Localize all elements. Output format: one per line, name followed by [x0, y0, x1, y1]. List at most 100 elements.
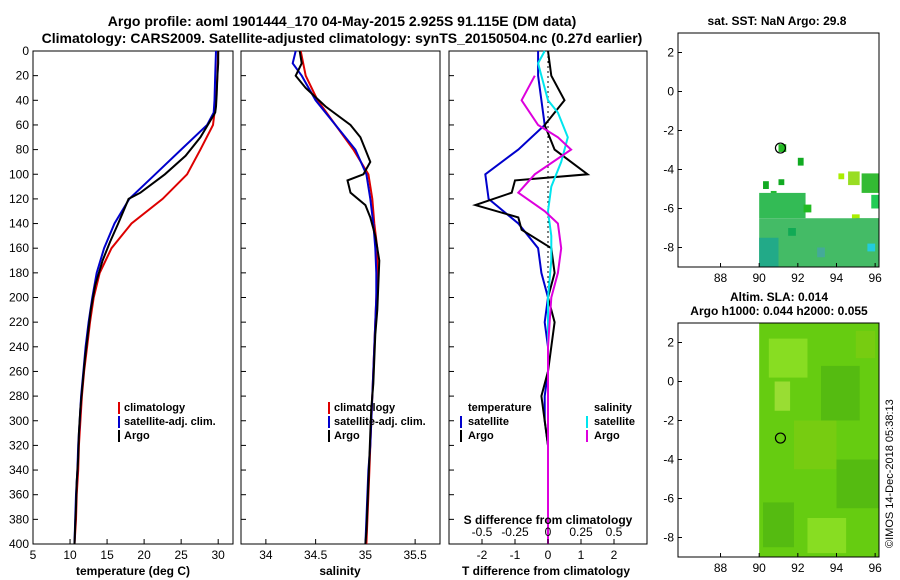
sst-data-cell — [788, 228, 796, 236]
diff-legend-salinity-title: salinity — [594, 402, 633, 414]
sst-data-cell — [871, 194, 879, 209]
sst-data-cell — [817, 247, 825, 258]
sla-ytick-label: -6 — [663, 492, 674, 506]
difference-xlabel-salinity: S difference from climatology — [464, 513, 633, 527]
sla-data-cell — [763, 502, 794, 548]
diff-legend-temp-satellite: satellite — [468, 416, 509, 428]
sst-xtick-label: 92 — [791, 271, 805, 285]
sst-xtick-label: 88 — [714, 271, 728, 285]
depth-tick-label: 360 — [9, 488, 29, 502]
sst-map-title: sat. SST: NaN Argo: 29.8 — [708, 14, 847, 28]
sst-data-cell — [778, 144, 787, 152]
diff-series-salinity-argo — [516, 75, 573, 544]
salinity-axes-frame — [240, 50, 441, 545]
sla-data-cell — [836, 459, 879, 509]
sst-xtick-label: 96 — [868, 271, 882, 285]
sla-data-cell — [774, 381, 791, 411]
temperature-axes-frame — [32, 50, 234, 545]
sla-xtick-label: 96 — [868, 561, 882, 575]
sst-data-cell — [867, 243, 876, 252]
depth-tick-label: 240 — [9, 340, 29, 354]
depth-tick-label: 200 — [9, 291, 29, 305]
diff-salinity-xtick-label: 0.25 — [569, 525, 593, 539]
sal-xtick-label: 34 — [259, 548, 273, 562]
sal-series-argo — [294, 50, 381, 545]
sla-data-cell — [793, 420, 837, 470]
temp-series-argo — [73, 51, 220, 545]
sst-ytick-label: 2 — [667, 46, 674, 60]
diff-xtick-label: -1 — [510, 548, 521, 562]
sla-ytick-label: -4 — [663, 453, 674, 467]
diff-legend-temp-argo: Argo — [468, 430, 494, 442]
depth-tick-label: 60 — [16, 118, 30, 132]
sal-xtick-label: 35 — [359, 548, 373, 562]
depth-tick-label: 280 — [9, 389, 29, 403]
difference-xlabel-temperature: T difference from climatology — [462, 564, 630, 578]
sla-ytick-label: 0 — [667, 375, 674, 389]
depth-tick-label: 380 — [9, 512, 29, 526]
sla-map-title-line1: Altim. SLA: 0.014 — [730, 290, 828, 304]
diff-legend-temperature-title: temperature — [468, 402, 532, 414]
temperature-panel: 5 10 15 20 25 30 0 20 40 60 80 100 120 140 160 180 200 2… — [9, 44, 234, 578]
difference-panel: -2 -1 0 1 2 -0.5 -0.25 0 0.25 0.5 temperature sa… — [448, 50, 648, 578]
diff-salinity-xtick-label: 0.5 — [606, 525, 623, 539]
temperature-xlabel: temperature (deg C) — [76, 564, 190, 578]
temp-xtick-label: 5 — [30, 548, 37, 562]
sst-data-cell — [759, 218, 879, 267]
depth-tick-label: 40 — [16, 93, 30, 107]
depth-tick-label: 300 — [9, 414, 29, 428]
sst-map-panel: sat. SST: NaN Argo: 29.8 88 90 92 94 96 2 0 -2… — [663, 14, 882, 285]
temp-xtick-label: 10 — [63, 548, 77, 562]
diff-xtick-label: 1 — [578, 548, 585, 562]
sal-legend-satellite: satellite-adj. clim. — [334, 416, 426, 428]
sst-data-cell — [803, 204, 812, 213]
sst-argo-position-marker — [774, 142, 787, 154]
sla-data-cell — [768, 338, 808, 378]
diff-xtick-label: -2 — [477, 548, 488, 562]
sst-data-cell — [838, 173, 845, 180]
depth-tick-label: 80 — [16, 143, 30, 157]
diff-legend-sal-satellite: satellite — [594, 416, 635, 428]
temp-xtick-label: 25 — [174, 548, 188, 562]
depth-tick-label: 0 — [22, 44, 29, 58]
sla-ytick-label: -2 — [663, 414, 674, 428]
diff-series-temperature-argo — [472, 50, 591, 544]
temp-legend-argo: Argo — [124, 430, 150, 442]
imos-timestamp: ©IMOS 14-Dec-2018 05:38:13 — [884, 399, 896, 548]
temp-legend-satellite: satellite-adj. clim. — [124, 416, 216, 428]
sla-map-frame — [677, 322, 880, 558]
sst-xtick-label: 90 — [752, 271, 766, 285]
depth-tick-label: 160 — [9, 241, 29, 255]
depth-tick-label: 100 — [9, 167, 29, 181]
diff-salinity-xtick-label: -0.25 — [501, 525, 529, 539]
depth-tick-label: 400 — [9, 537, 29, 551]
salinity-legend: climatology satellite-adj. clim. Argo — [328, 402, 426, 442]
sla-ytick-label: -8 — [663, 531, 674, 545]
salinity-panel: 34 34.5 35 35.5 climatology satellite-adj. … — [240, 50, 441, 578]
sla-xtick-label: 90 — [752, 561, 766, 575]
sst-data-cell — [861, 173, 879, 193]
depth-tick-label: 140 — [9, 217, 29, 231]
sst-map-frame — [677, 32, 880, 268]
sst-ytick-label: 0 — [667, 85, 674, 99]
temperature-legend: climatology satellite-adj. clim. Argo — [118, 402, 216, 442]
sst-ytick-label: -8 — [663, 241, 674, 255]
temp-xtick-label: 20 — [137, 548, 151, 562]
salinity-xlabel: salinity — [319, 564, 361, 578]
sal-legend-climatology: climatology — [334, 402, 396, 414]
sst-data-cell — [759, 192, 806, 219]
diff-xtick-label: 0 — [545, 548, 552, 562]
sla-data-cell — [807, 518, 847, 554]
sla-xtick-label: 88 — [714, 561, 728, 575]
sal-xtick-label: 34.5 — [304, 548, 328, 562]
depth-tick-label: 180 — [9, 266, 29, 280]
sla-data-cell — [821, 365, 860, 421]
depth-tick-label: 20 — [16, 69, 30, 83]
sst-ytick-label: -4 — [663, 163, 674, 177]
sst-xtick-label: 94 — [830, 271, 844, 285]
depth-tick-label: 320 — [9, 438, 29, 452]
temp-xtick-label: 30 — [212, 548, 226, 562]
sst-data-cell — [759, 237, 779, 267]
depth-tick-label: 220 — [9, 315, 29, 329]
